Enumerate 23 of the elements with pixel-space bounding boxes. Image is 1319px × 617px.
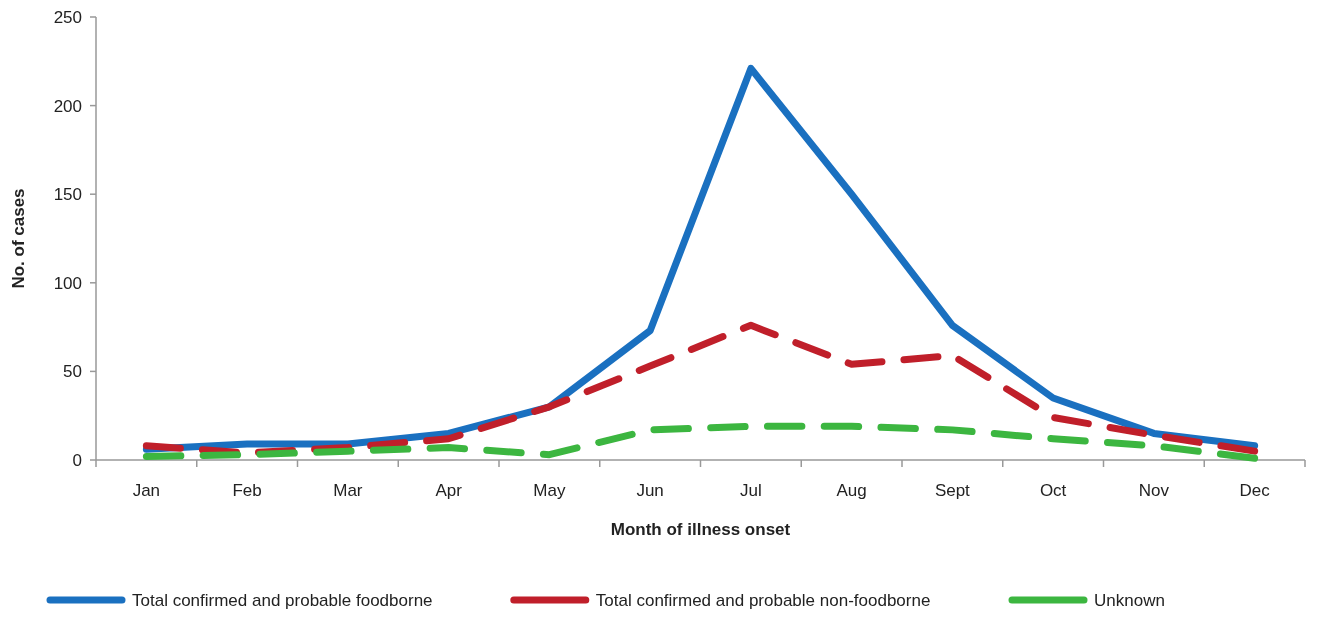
x-tick-label: Jun bbox=[636, 481, 664, 500]
x-tick-label: Oct bbox=[1039, 481, 1067, 500]
y-tick-label: 0 bbox=[72, 451, 82, 470]
y-tick-label: 50 bbox=[63, 362, 82, 382]
x-tick-label: Nov bbox=[1138, 481, 1170, 500]
x-tick-label: Mar bbox=[333, 481, 363, 500]
x-tick-label: Dec bbox=[1239, 481, 1271, 500]
y-tick-label: 200 bbox=[53, 96, 82, 116]
x-tick-label: Apr bbox=[435, 481, 463, 500]
x-tick-label: Feb bbox=[232, 481, 262, 500]
legend-label: Total confirmed and probable foodborne bbox=[132, 591, 433, 610]
y-tick-label: 100 bbox=[53, 273, 82, 293]
legend-label: Total confirmed and probable non-foodborne bbox=[595, 591, 931, 610]
legend-label: Unknown bbox=[1094, 591, 1165, 610]
x-axis-title: Month of illness onset bbox=[610, 520, 791, 539]
y-tick-label: 250 bbox=[53, 8, 82, 27]
y-axis-title: No. of cases bbox=[9, 188, 28, 289]
x-tick-label: Aug bbox=[836, 481, 867, 500]
y-tick-label: 150 bbox=[53, 185, 82, 205]
x-tick-label: May bbox=[533, 481, 566, 500]
x-tick-label: Sept bbox=[934, 481, 971, 500]
x-tick-label: Jan bbox=[132, 481, 161, 500]
x-tick-label: Jul bbox=[740, 481, 762, 500]
